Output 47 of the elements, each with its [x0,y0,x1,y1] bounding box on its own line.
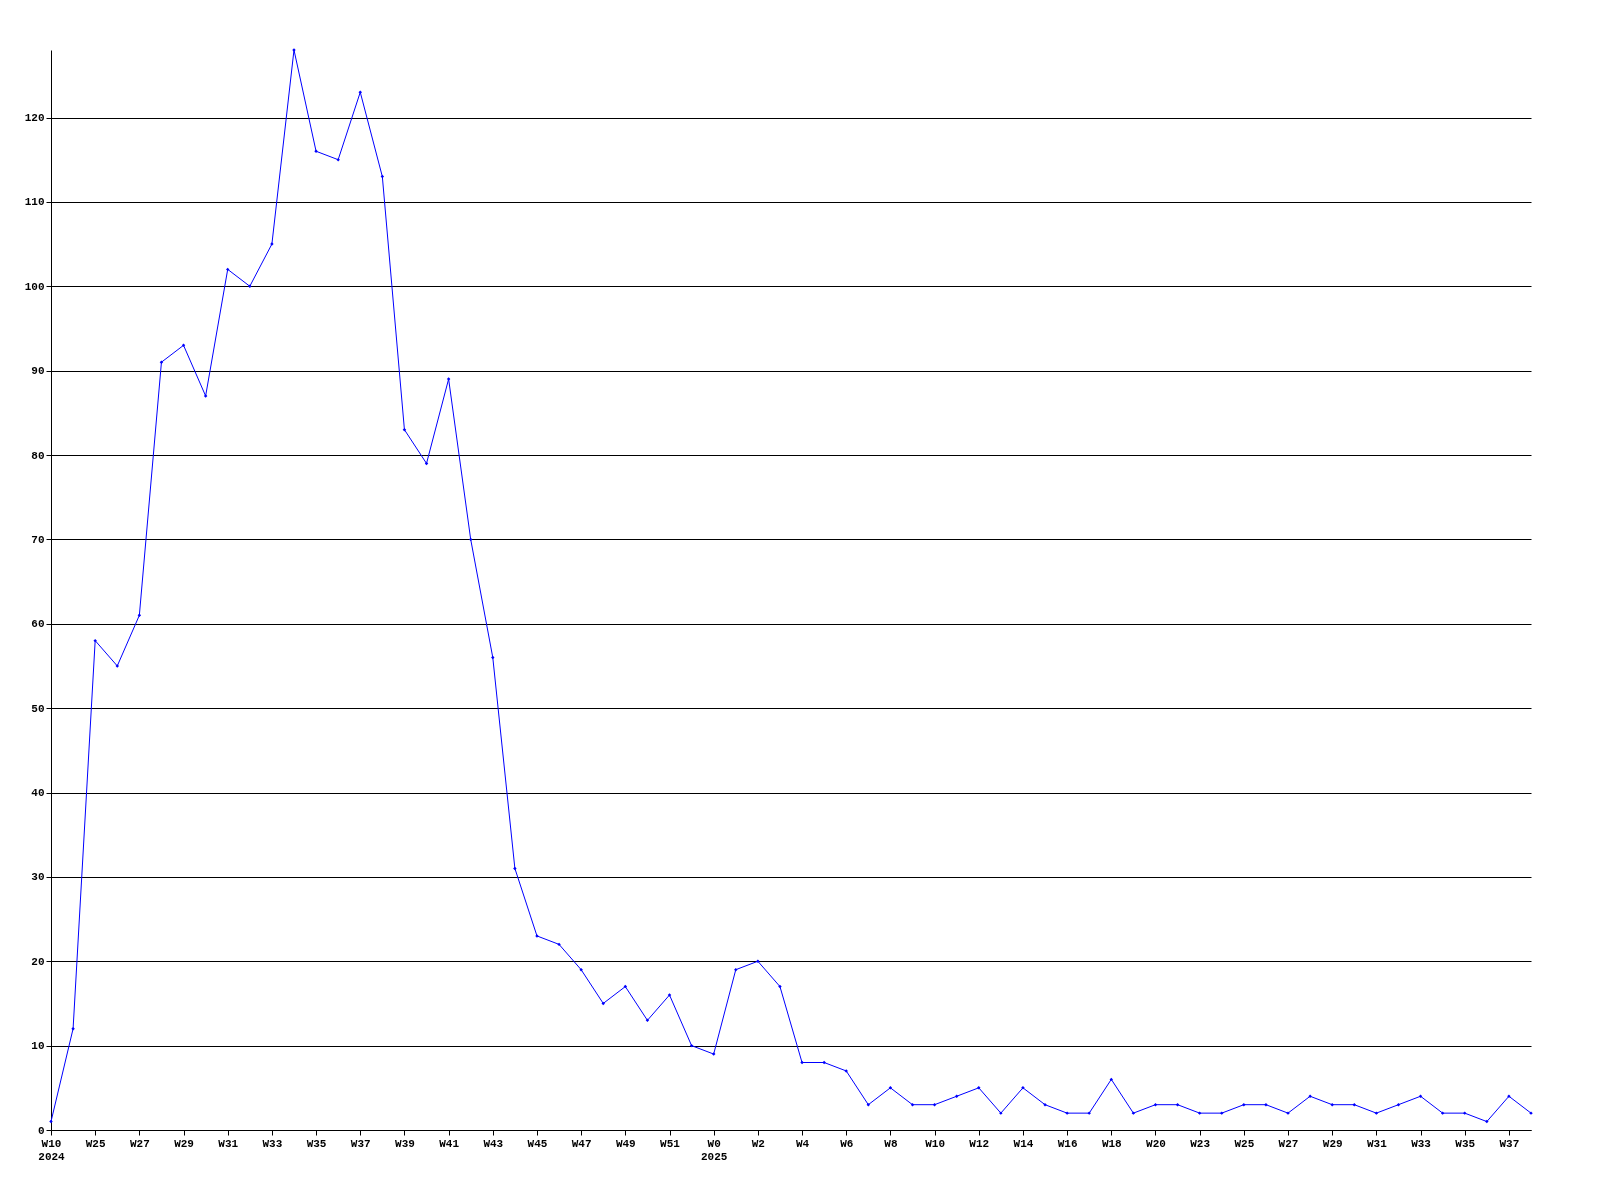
x-tick-label: W2 [751,1137,765,1150]
x-tick-label: W51 [660,1137,681,1150]
y-tick-label: 100 [24,280,45,293]
x-tick-label: W33 [262,1137,283,1150]
x-tick-label: W37 [1499,1137,1520,1150]
x-tick-label: W6 [840,1137,854,1150]
y-tick-label: 30 [31,871,45,884]
x-tick-label: W35 [1455,1137,1476,1150]
x-tick-label: W25 [1234,1137,1255,1150]
x-tick-label: W16 [1057,1137,1078,1150]
y-tick-label: 20 [31,955,45,968]
x-tick-label: W35 [306,1137,327,1150]
x-tick-label: W31 [1366,1137,1388,1150]
x-tick-label: W20 [1146,1137,1166,1150]
x-tick-label: W27 [1278,1137,1299,1150]
x-tick-label: W25 [85,1137,106,1150]
x-tick-label: W14 [1013,1137,1034,1150]
x-tick-label: W8 [884,1137,898,1150]
y-tick-label: 60 [31,618,45,631]
x-tick-label: W18 [1101,1137,1123,1150]
x-tick-label: W10 [925,1137,945,1150]
x-tick-label: W43 [483,1137,504,1150]
x-tick-label: W31 [218,1137,239,1150]
x-tick-label: W12 [969,1137,990,1150]
x-tick-label: W45 [527,1137,548,1150]
y-tick-label: 0 [37,1124,45,1137]
x-tick-label: W47 [571,1137,592,1150]
y-tick-label: 90 [31,365,45,378]
x-tick-label: W27 [129,1137,150,1150]
y-tick-label: 10 [31,1040,45,1053]
x-tick-label: W41 [439,1137,460,1150]
x-tick-label: W37 [350,1137,371,1150]
x-tick-label: W10 2024 [38,1137,66,1163]
x-tick-label: W39 [395,1137,415,1150]
x-tick-label: W33 [1411,1137,1432,1150]
y-tick-label: 50 [31,702,45,715]
x-tick-label: W23 [1190,1137,1211,1150]
x-tick-label: W0 2025 [700,1137,728,1163]
x-tick-label: W29 [174,1137,194,1150]
x-tick-label: W29 [1322,1137,1343,1150]
y-tick-label: 70 [31,533,45,546]
y-tick-label: 110 [24,196,45,209]
y-tick-label: 120 [24,112,45,124]
x-tick-label: W49 [615,1137,636,1150]
x-tick-label: W4 [795,1137,810,1150]
y-tick-label: 80 [31,449,45,462]
y-tick-label: 40 [31,787,45,799]
